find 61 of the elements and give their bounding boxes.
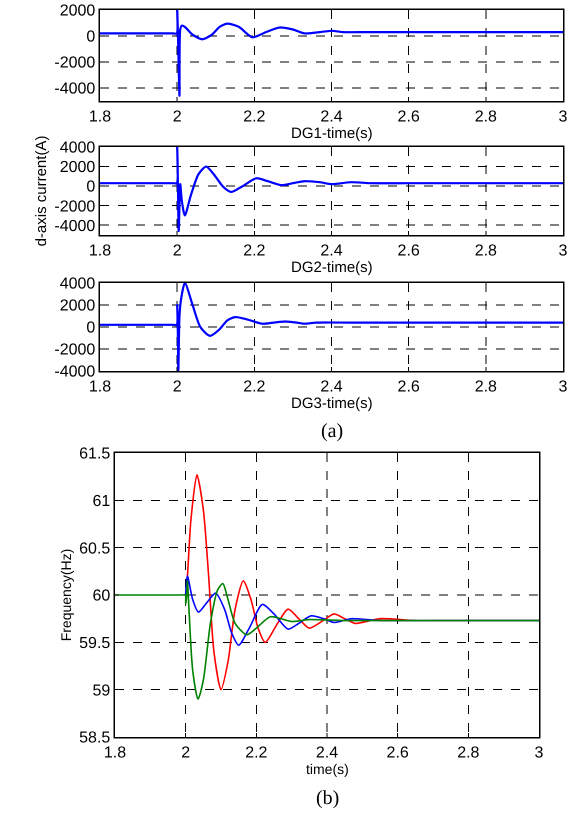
x-tick-label: 2.6 — [386, 744, 409, 762]
y-tick-label: 2000 — [60, 298, 96, 315]
y-tick-label: -2000 — [54, 342, 96, 359]
x-axis-title: time(s) — [306, 761, 349, 777]
x-tick-label: 3 — [534, 744, 544, 762]
x-tick-label: 2.6 — [398, 378, 420, 396]
x-axis-title: DG2-time(s) — [291, 259, 373, 276]
x-tick-label: 2.4 — [320, 108, 343, 126]
y-tick-label: 4000 — [60, 276, 96, 293]
x-tick-label: 2 — [172, 242, 182, 260]
x-tick-label: 2.4 — [316, 744, 338, 762]
y-tick-label: 61 — [92, 492, 110, 510]
y-tick-label: 61.5 — [79, 446, 110, 463]
x-tick-label: 2.4 — [320, 378, 343, 396]
y-tick-label: -4000 — [54, 364, 96, 381]
x-tick-label: 2.2 — [243, 378, 266, 396]
x-axis-title: DG3-time(s) — [291, 395, 373, 412]
x-tick-label: 2.2 — [245, 744, 268, 762]
x-tick-label: 2.2 — [243, 242, 266, 260]
y-tick-label: -2000 — [54, 54, 96, 72]
y-tick-label: 60 — [92, 588, 110, 605]
x-tick-label: 2 — [172, 378, 182, 396]
x-tick-label: 3 — [558, 108, 568, 126]
text: (a) — [321, 420, 344, 442]
x-tick-label: 1.8 — [88, 242, 112, 260]
x-tick-label: 2.8 — [474, 242, 498, 260]
y-tick-label: 0 — [86, 320, 96, 337]
x-tick-label: 2.6 — [398, 108, 420, 126]
x-tick-label: 2.8 — [474, 378, 498, 396]
x-tick-label: 3 — [558, 378, 568, 396]
y-tick-label: -2000 — [54, 198, 96, 216]
y-tick-label: 2000 — [60, 2, 96, 20]
x-tick-label: 2 — [181, 744, 190, 762]
x-tick-label: 3 — [558, 242, 568, 260]
y-tick-label: 2000 — [60, 159, 96, 176]
x-tick-label: 1.8 — [88, 378, 112, 396]
line-series — [100, 10, 563, 97]
text: (b) — [316, 787, 340, 809]
line-series — [115, 580, 539, 700]
x-tick-label: 2.2 — [243, 108, 266, 126]
y-tick-label: -4000 — [54, 218, 96, 235]
y-tick-label: -4000 — [54, 80, 96, 98]
y-axis-title: Frequency(Hz) — [58, 548, 74, 642]
x-tick-label: 2 — [172, 108, 182, 126]
y-tick-label: 59.5 — [79, 634, 110, 652]
y-tick-label: 58.5 — [79, 730, 110, 747]
y-tick-label: 0 — [86, 178, 96, 196]
x-tick-label: 2.6 — [398, 242, 420, 260]
y-tick-label: 0 — [86, 28, 96, 46]
x-tick-label: 2.8 — [457, 744, 480, 762]
x-tick-label: 2.4 — [320, 242, 343, 260]
line-series — [100, 283, 563, 371]
y-tick-label: 4000 — [60, 140, 96, 157]
y-tick-label: 60.5 — [79, 540, 110, 558]
line-series — [100, 147, 563, 232]
y-tick-label: 59 — [92, 682, 110, 700]
x-axis-title: DG1-time(s) — [291, 125, 373, 142]
y-axis-title: d-axis current(A) — [32, 136, 50, 246]
x-tick-label: 2.8 — [474, 108, 498, 126]
x-tick-label: 1.8 — [88, 108, 112, 126]
x-tick-label: 1.8 — [104, 744, 126, 762]
